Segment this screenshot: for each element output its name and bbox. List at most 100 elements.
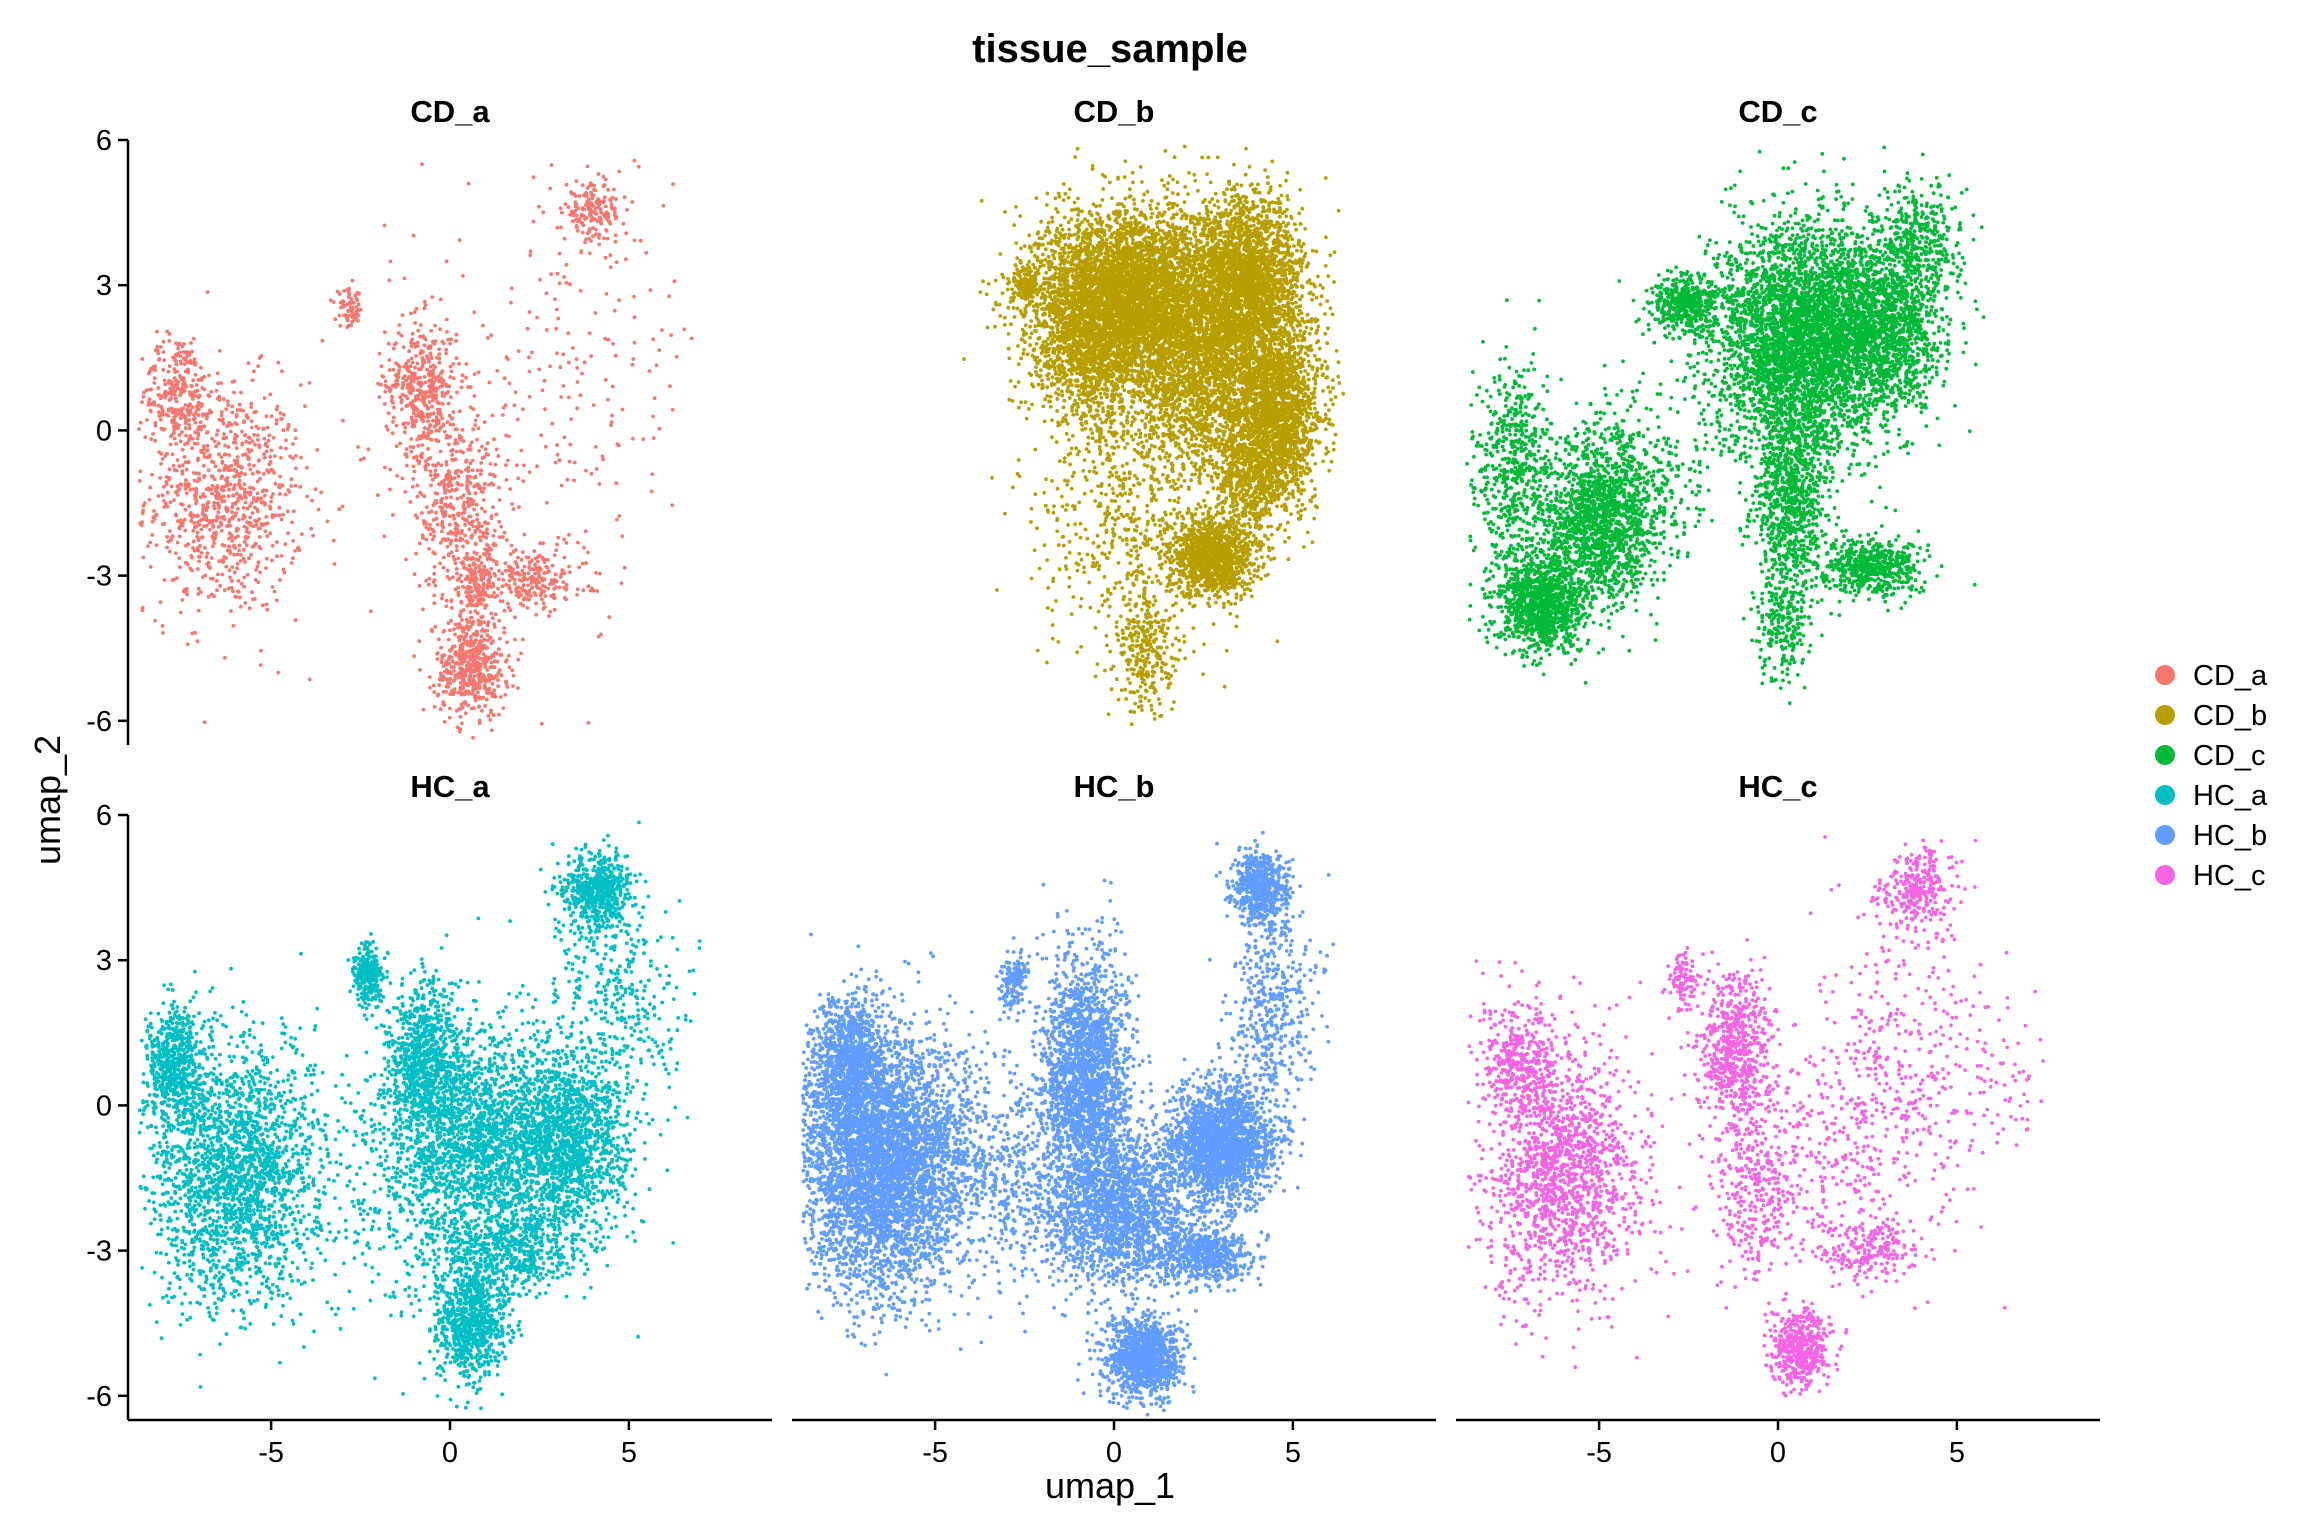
- data-point: [221, 417, 225, 421]
- data-point: [474, 476, 478, 480]
- data-point: [270, 559, 274, 563]
- data-point: [439, 541, 443, 545]
- data-point: [201, 492, 205, 496]
- data-point: [152, 381, 156, 385]
- data-point: [286, 510, 290, 514]
- data-point: [446, 390, 450, 394]
- data-point: [397, 323, 401, 327]
- data-point: [426, 447, 430, 451]
- data-point: [191, 405, 195, 409]
- data-point: [264, 515, 268, 519]
- data-point: [244, 496, 248, 500]
- data-point: [168, 550, 172, 554]
- data-point: [198, 394, 202, 398]
- data-point: [246, 507, 250, 511]
- data-point: [465, 519, 469, 523]
- data-point: [315, 448, 319, 452]
- data-point: [444, 604, 448, 608]
- data-point: [179, 518, 183, 522]
- data-point: [137, 427, 141, 431]
- data-point: [267, 439, 271, 443]
- data-point: [279, 411, 283, 415]
- data-point: [223, 453, 227, 457]
- data-point: [300, 532, 304, 536]
- data-point: [280, 369, 284, 373]
- data-point: [235, 566, 239, 570]
- data-point: [400, 398, 404, 402]
- data-point: [174, 490, 178, 494]
- data-point: [197, 538, 201, 542]
- data-point: [214, 444, 218, 448]
- data-point: [220, 414, 224, 418]
- data-point: [232, 468, 236, 472]
- data-point: [216, 371, 220, 375]
- data-point: [231, 624, 235, 628]
- data-point: [491, 505, 495, 509]
- data-point: [429, 532, 433, 536]
- data-point: [196, 437, 200, 441]
- data-point: [432, 572, 436, 576]
- data-point: [259, 663, 263, 667]
- data-point: [401, 386, 405, 390]
- data-point: [239, 391, 243, 395]
- data-point: [416, 329, 420, 333]
- data-point: [179, 354, 183, 358]
- data-point: [183, 442, 187, 446]
- data-point: [415, 407, 419, 411]
- data-point: [248, 486, 252, 490]
- data-point: [161, 493, 165, 497]
- data-point: [179, 416, 183, 420]
- data-point: [421, 364, 425, 368]
- data-point: [411, 361, 415, 365]
- data-point: [416, 394, 420, 398]
- data-point: [448, 375, 452, 379]
- data-point: [189, 341, 193, 345]
- data-point: [256, 470, 260, 474]
- data-point: [211, 577, 215, 581]
- data-point: [451, 576, 455, 580]
- data-point: [411, 477, 415, 481]
- data-point: [196, 531, 200, 535]
- data-point: [431, 419, 435, 423]
- data-point: [171, 411, 175, 415]
- data-point: [274, 482, 278, 486]
- data-point: [491, 414, 495, 418]
- data-point: [439, 463, 443, 467]
- data-point: [179, 391, 183, 395]
- data-point: [174, 378, 178, 382]
- data-point: [165, 546, 169, 550]
- data-point: [424, 381, 428, 385]
- data-point: [168, 398, 172, 402]
- data-point: [244, 501, 248, 505]
- data-point: [216, 382, 220, 386]
- data-point: [426, 415, 430, 419]
- data-point: [191, 391, 195, 395]
- data-point: [392, 416, 396, 420]
- data-point: [184, 426, 188, 430]
- data-point: [436, 408, 440, 412]
- data-point: [410, 357, 414, 361]
- data-point: [395, 444, 399, 448]
- data-point: [184, 478, 188, 482]
- data-point: [200, 376, 204, 380]
- data-point: [247, 556, 251, 560]
- data-point: [275, 422, 279, 426]
- data-point: [433, 324, 437, 328]
- data-point: [423, 343, 427, 347]
- data-point: [267, 434, 271, 438]
- data-point: [391, 431, 395, 435]
- data-point: [244, 440, 248, 444]
- data-point: [401, 422, 405, 426]
- data-point: [388, 389, 392, 393]
- data-point: [228, 453, 232, 457]
- data-point: [186, 360, 190, 364]
- data-point: [448, 342, 452, 346]
- data-point: [148, 541, 152, 545]
- data-point: [429, 473, 433, 477]
- data-point: [414, 354, 418, 358]
- data-point: [493, 474, 497, 478]
- data-point: [206, 444, 210, 448]
- data-point: [172, 578, 176, 582]
- data-point: [278, 506, 282, 510]
- data-point: [387, 411, 391, 415]
